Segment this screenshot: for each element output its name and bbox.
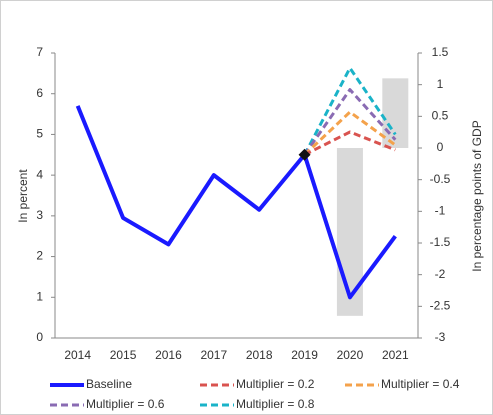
y-tick-label: 5	[36, 127, 43, 141]
y-tick-label: 2	[36, 249, 43, 263]
y-tick-label: 6	[36, 86, 43, 100]
x-tick-label: 2014	[64, 348, 91, 362]
x-tick-label: 2020	[337, 348, 364, 362]
series-line	[303, 110, 397, 156]
legend-label: Multiplier = 0.4	[381, 377, 460, 391]
y2-tick-label: -1	[435, 204, 446, 218]
legend-label: Multiplier = 0.6	[86, 397, 165, 411]
y2-tick-label: 0	[437, 140, 444, 154]
y-tick-label: 1	[36, 289, 43, 303]
x-tick-label: 2021	[382, 348, 409, 362]
bar	[382, 78, 409, 148]
y2-tick-label: -0.5	[430, 172, 451, 186]
y2-tick-label: -2	[435, 267, 446, 281]
y2-axis-label: In percentage points of GDP	[470, 120, 484, 271]
y2-tick-label: -1.5	[430, 235, 451, 249]
bar	[336, 148, 363, 316]
point-marker	[298, 148, 311, 161]
y-tick-label: 7	[36, 45, 43, 59]
x-tick-label: 2016	[155, 348, 182, 362]
y-tick-label: 0	[36, 330, 43, 344]
x-tick-label: 2019	[291, 348, 318, 362]
series-line	[303, 88, 397, 156]
y2-tick-label: -3	[435, 330, 446, 344]
y2-tick-label: 1	[437, 77, 444, 91]
y-tick-label: 3	[36, 208, 43, 222]
y-tick-label: 4	[36, 167, 43, 181]
legend-label: Multiplier = 0.8	[236, 397, 315, 411]
series-line	[303, 130, 396, 157]
x-tick-label: 2018	[246, 348, 273, 362]
legend-label: Baseline	[86, 377, 132, 391]
x-tick-label: 2015	[110, 348, 137, 362]
y-axis-label: In percent	[16, 169, 30, 223]
legend-label: Multiplier = 0.2	[236, 377, 315, 391]
y2-tick-label: 0.5	[432, 109, 449, 123]
x-tick-label: 2017	[200, 348, 227, 362]
y2-tick-label: 1.5	[432, 45, 449, 59]
y2-tick-label: -2.5	[430, 299, 451, 313]
series-line	[75, 105, 397, 300]
